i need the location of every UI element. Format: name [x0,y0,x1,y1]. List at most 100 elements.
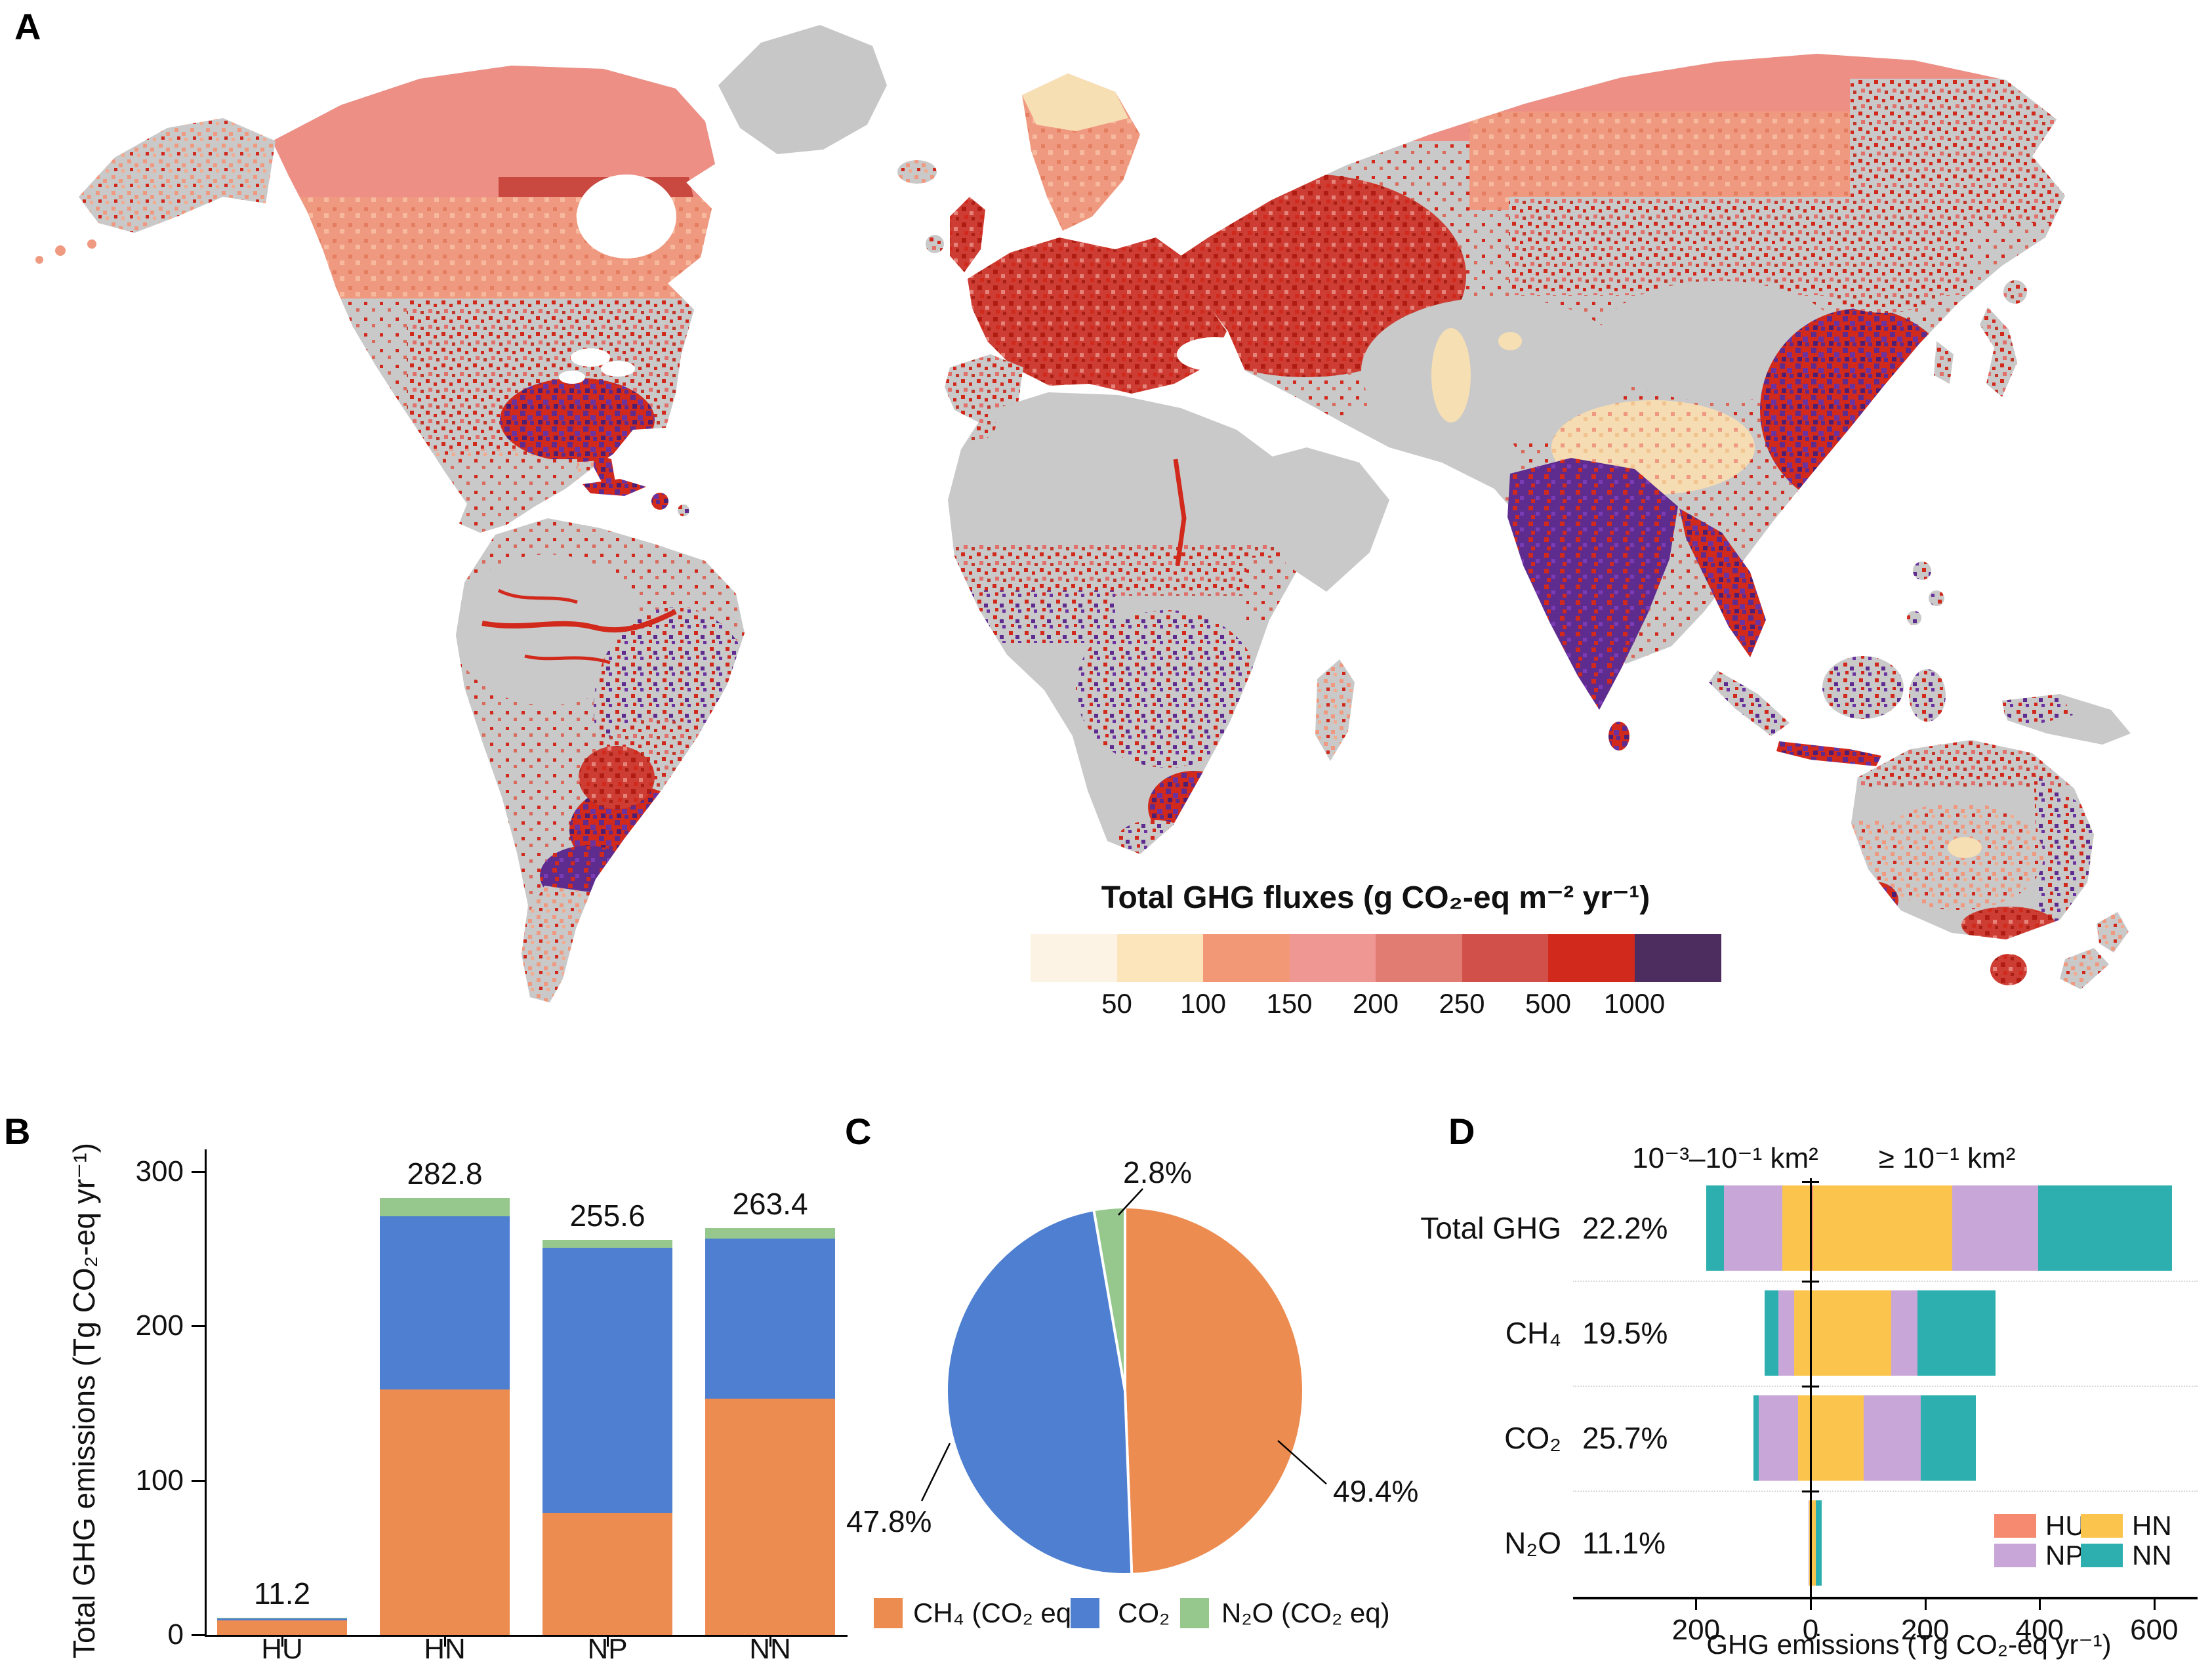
panel-b-y-axis [205,1149,207,1637]
panel-d-row-label-3: N₂O [1504,1526,1561,1560]
panel-d-bar-CO₂-right-NN [1921,1395,1976,1481]
map-legend-tick-label: 150 [1266,988,1313,1019]
panel-d-bar-CH₄-right-NN [1917,1290,1996,1376]
panel-d-row-pct-0: 22.2% [1582,1211,1668,1245]
panel-d-x-tick [1695,1597,1698,1610]
map-legend-tick-label: 500 [1525,988,1572,1019]
world-map-svg [35,25,2131,1002]
panel-b-y-tick-label: 200 [135,1309,184,1342]
panel-d-x-tick-label: 600 [2130,1614,2179,1646]
panel-d-x-tick [1810,1597,1812,1610]
panel-b-bar-segment-HN-1 [380,1216,510,1389]
japan [1980,307,2017,397]
panel-d-errorbar-cap-0 [1802,1181,1819,1183]
panel-d-bar-CO₂-left-HN [1797,1395,1811,1481]
panel-d-legend-label-HN: HN [2132,1510,2172,1541]
panel-d-x-axis-label: GHG emissions (Tg CO₂-eq yr⁻¹) [1706,1629,2112,1660]
panel-d-bar-CH₄-left-HN [1793,1290,1811,1376]
panel-c-letter: C [845,1111,872,1152]
panel-d-legend-label-NN: NN [2132,1540,2172,1571]
map-legend-segment-0 [1031,934,1118,982]
panel-b-bar-segment-NN-0 [705,1398,835,1635]
pie-legend-label-2: N₂O (CO₂ eq) [1221,1597,1390,1628]
panel-b-y-tick-label: 0 [167,1618,184,1651]
greenland [718,25,937,184]
panel-d-bar-Total GHG-right-NP [1952,1185,2038,1271]
panel-d-bar-Total GHG-left-NN [1706,1185,1725,1271]
panel-d-bar-CH₄-left-NP [1778,1290,1794,1376]
panel-b-x-tick [607,1635,609,1647]
panel-b-y-tick-label: 300 [135,1155,184,1187]
panel-d-zero-line [1810,1178,1812,1597]
panel-d-row-label-1: CH₄ [1505,1316,1561,1350]
panel-b-x-axis [205,1635,848,1637]
pie-callout-label-co2: 47.8% [846,1504,932,1538]
panel-d-legend-label-NP: NP [2045,1540,2084,1571]
panel-b-total-label: 11.2 [253,1576,311,1611]
map-legend-segment-2 [1203,934,1290,982]
world-flux-map [35,25,2131,1002]
panel-d-bar-N₂O-right-NN [1815,1500,1822,1586]
pie-legend-label-1: CO₂ [1118,1597,1170,1628]
panel-d-legend-swatch-HU [1994,1514,2036,1538]
panel-b-letter: B [4,1111,31,1152]
pie-callout-label-ch4: 49.4% [1333,1474,1419,1508]
korea [1934,341,1954,384]
panel-b-bar-segment-NN-2 [705,1227,835,1239]
panel-b-bar-segment-NP-1 [543,1247,672,1513]
pie-callout-line-2 [1118,1188,1143,1216]
pie-callout-line-0 [1277,1440,1327,1485]
panel-b-bar-segment-NP-0 [543,1512,672,1635]
panel-d-x-tick-label: 200 [1900,1614,1950,1646]
map-legend-segment-4 [1376,934,1463,982]
panel-d-bar-Total GHG-right-HN [1813,1185,1952,1271]
panel-b-x-tick [769,1635,771,1647]
pie-slice-1 [945,1208,1134,1576]
panel-d-x-tick [2039,1597,2041,1610]
panel-b-total-label: 282.8 [407,1157,483,1191]
panel-d-bar-N₂O-left-NP [1808,1500,1810,1586]
panel-b-bar-segment-HU-2 [217,1617,347,1619]
continent-australia [1851,740,2129,989]
panel-d-bar-CO₂-right-NP [1864,1395,1921,1481]
panel-b-y-tick [192,1479,205,1482]
panel-d-row-label-0: Total GHG [1420,1211,1561,1245]
map-legend-segment-5 [1462,934,1549,982]
pie-slice-0 [1124,1205,1305,1576]
map-legend-tick-label: 100 [1179,988,1227,1019]
new-zealand-north [2097,912,2129,953]
panel-d-row-pct-3: 11.1% [1582,1526,1666,1560]
panel-a-letter: A [14,6,41,47]
panel-d-legend-swatch-NP [1994,1544,2036,1567]
panel-d-small-waterbody-header: 10⁻³–10⁻¹ km² [1632,1142,1818,1174]
panel-d-errorbar-cap-1 [1802,1281,1819,1283]
map-legend-segment-1 [1116,934,1204,982]
pie-legend-swatch-0 [874,1598,903,1628]
panel-d-legend-swatch-HN [2081,1514,2123,1538]
map-legend-segment-7 [1634,934,1721,982]
arabian-peninsula [1250,447,1389,592]
panel-b-total-label: 263.4 [732,1186,808,1221]
panel-d-letter: D [1448,1111,1475,1152]
panel-d-bar-CO₂-left-NP [1759,1395,1798,1481]
sri-lanka [1608,722,1629,750]
indonesia [1709,656,2131,766]
pie-callout-line-1 [920,1443,951,1502]
panel-d-row-pct-1: 19.5% [1582,1316,1668,1350]
panel-b-bar-segment-NN-1 [705,1239,835,1399]
pie-legend-label-0: CH₄ (CO₂ eq) [913,1597,1081,1628]
indochina [1679,508,1766,657]
panel-b-total-label: 255.6 [569,1199,645,1233]
panel-d-legend-swatch-NN [2081,1544,2123,1567]
panel-d-legend-label-HU: HU [2045,1510,2085,1541]
panel-d-x-tick [1924,1597,1927,1610]
panel-d-row-label-2: CO₂ [1504,1421,1561,1455]
panel-d-errorbar-cap-3 [1802,1490,1819,1492]
panel-d-large-waterbody-header: ≥ 10⁻¹ km² [1878,1142,2016,1174]
panel-d-bar-CH₄-left-NN [1765,1290,1779,1376]
panel-d-errorbar-cap-2 [1802,1386,1819,1388]
map-legend-segment-6 [1548,934,1635,982]
panel-d-bar-Total GHG-right-NN [2038,1185,2172,1271]
panel-d-bar-N₂O-right-HN [1811,1500,1816,1586]
